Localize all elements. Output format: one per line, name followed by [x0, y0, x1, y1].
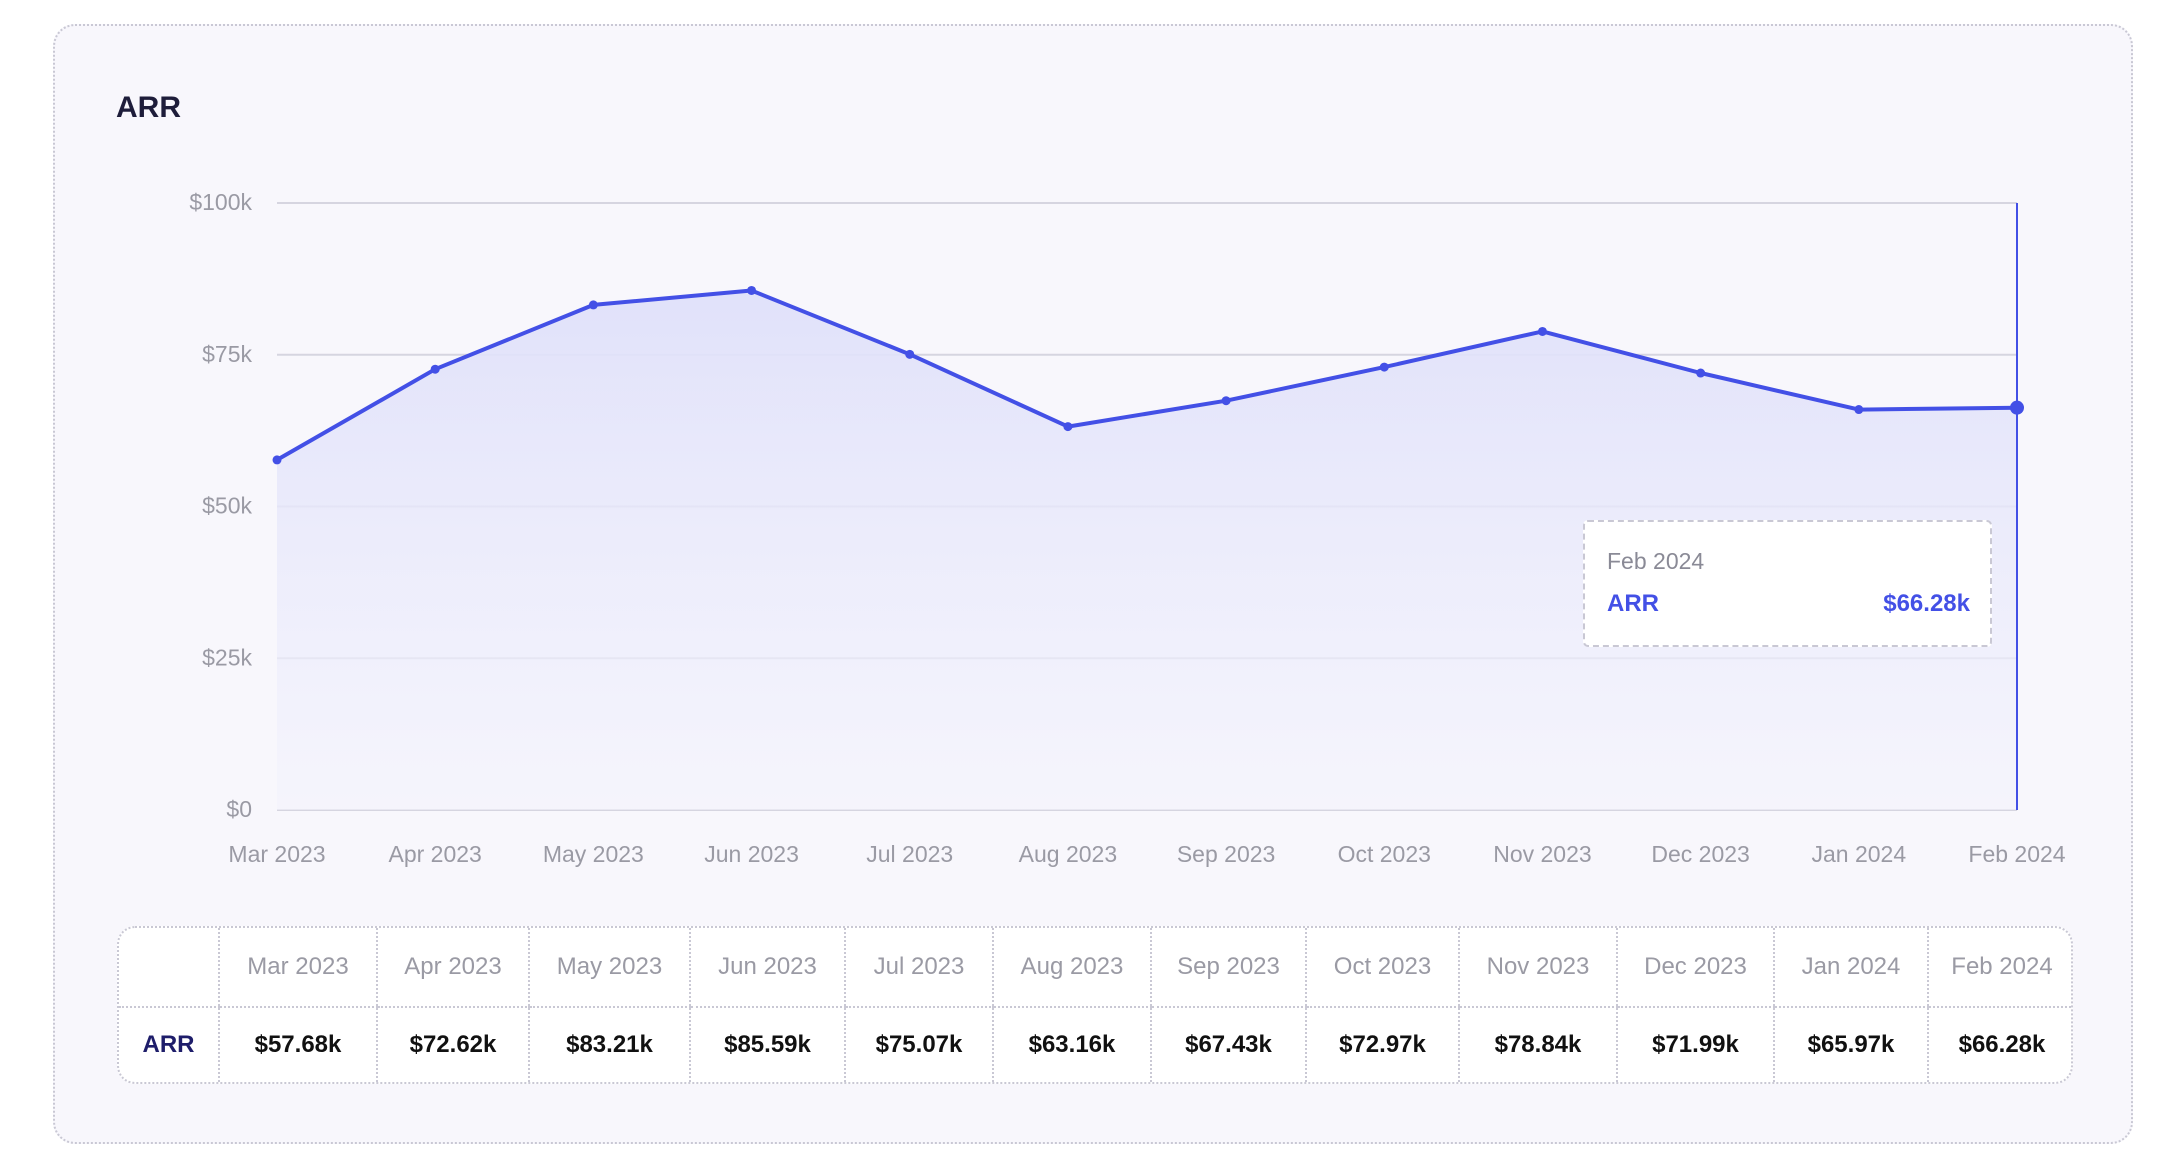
table-header-cell: Nov 2023	[1458, 928, 1617, 1008]
data-point[interactable]	[272, 455, 282, 465]
table-header-row: Mar 2023 Apr 2023 May 2023 Jun 2023 Jul …	[119, 928, 2071, 1008]
data-point[interactable]	[1063, 422, 1073, 432]
y-axis-tick-labels: $0 $25k $50k $75k $100k	[189, 189, 252, 822]
table-value-cell: $78.84k	[1458, 1007, 1617, 1082]
table-value-cell: $85.59k	[689, 1007, 845, 1082]
y-tick-label: $75k	[202, 341, 252, 367]
tooltip-date: Feb 2024	[1607, 548, 1705, 574]
table-value-cell: $75.07k	[844, 1007, 993, 1082]
table-header-cell: Apr 2023	[376, 928, 529, 1008]
x-tick-label: Aug 2023	[1019, 841, 1117, 867]
x-axis-tick-labels: Mar 2023 Apr 2023 May 2023 Jun 2023 Jul 2023…	[228, 841, 2065, 867]
x-tick-label: Jan 2024	[1811, 841, 1906, 867]
table-header-cell: Mar 2023	[218, 928, 377, 1008]
table-header-cell: Sep 2023	[1150, 928, 1306, 1008]
data-point[interactable]	[1379, 362, 1389, 372]
x-tick-label: Jun 2023	[704, 841, 799, 867]
table-header-cell: Jul 2023	[844, 928, 993, 1008]
table-header-cell: May 2023	[528, 928, 690, 1008]
y-tick-label: $100k	[189, 189, 252, 215]
table-value-cell: $63.16k	[992, 1007, 1151, 1082]
data-point[interactable]	[1537, 326, 1547, 336]
x-tick-label: Apr 2023	[389, 841, 482, 867]
data-point[interactable]	[1854, 405, 1864, 415]
table-row: ARR $57.68k $72.62k $83.21k $85.59k $75.…	[119, 1007, 2071, 1082]
data-point[interactable]	[1696, 368, 1706, 378]
x-tick-label: May 2023	[543, 841, 644, 867]
data-point[interactable]	[905, 349, 915, 359]
arr-chart: $0 $25k $50k $75k $100k Mar 2023 Apr 2023 May …	[189, 189, 2065, 867]
table-header-cell: Aug 2023	[992, 928, 1151, 1008]
data-point[interactable]	[1221, 396, 1231, 406]
table-value-cell: $57.68k	[218, 1007, 377, 1082]
x-tick-label: Jul 2023	[866, 841, 953, 867]
card-title: ARR	[116, 91, 181, 124]
arr-series-line	[276, 288, 2018, 462]
y-tick-label: $50k	[202, 493, 252, 519]
table-header-cell: Feb 2024	[1927, 928, 2071, 1008]
y-tick-label: $0	[226, 796, 252, 822]
table-corner-cell	[119, 928, 219, 1008]
data-point[interactable]	[747, 285, 757, 295]
table-row-name: ARR	[142, 1031, 195, 1058]
chart-tooltip: Feb 2024 ARR $66.28k	[1583, 520, 1992, 647]
table-value-cell: $65.97k	[1773, 1007, 1928, 1082]
x-tick-label: Oct 2023	[1338, 841, 1431, 867]
arr-area-fill	[277, 290, 2017, 810]
table-value-cell: $66.28k	[1927, 1007, 2071, 1082]
x-tick-label: Dec 2023	[1651, 841, 1749, 867]
x-tick-label: Nov 2023	[1493, 841, 1591, 867]
tooltip-value: $66.28k	[1883, 590, 1970, 617]
table-value-cell: $72.62k	[376, 1007, 529, 1082]
table-value-cell: $83.21k	[528, 1007, 690, 1082]
data-point[interactable]	[2010, 400, 2024, 415]
table-header-cell: Dec 2023	[1616, 928, 1774, 1008]
table-value-cell: $72.97k	[1305, 1007, 1459, 1082]
table-header-cell: Oct 2023	[1305, 928, 1459, 1008]
y-tick-label: $25k	[202, 644, 252, 670]
arr-data-points[interactable]	[272, 285, 2025, 465]
x-tick-label: Sep 2023	[1177, 841, 1275, 867]
table-value-cell: $67.43k	[1150, 1007, 1306, 1082]
table-header-cell: Jan 2024	[1773, 928, 1928, 1008]
x-tick-label: Feb 2024	[1968, 841, 2065, 867]
table-header-cell: Jun 2023	[689, 928, 845, 1008]
arr-data-table: Mar 2023 Apr 2023 May 2023 Jun 2023 Jul …	[117, 926, 2073, 1084]
x-tick-label: Mar 2023	[228, 841, 325, 867]
tooltip-series-name: ARR	[1607, 590, 1659, 617]
data-point[interactable]	[588, 300, 598, 310]
table-value-cell: $71.99k	[1616, 1007, 1774, 1082]
data-point[interactable]	[430, 364, 440, 374]
